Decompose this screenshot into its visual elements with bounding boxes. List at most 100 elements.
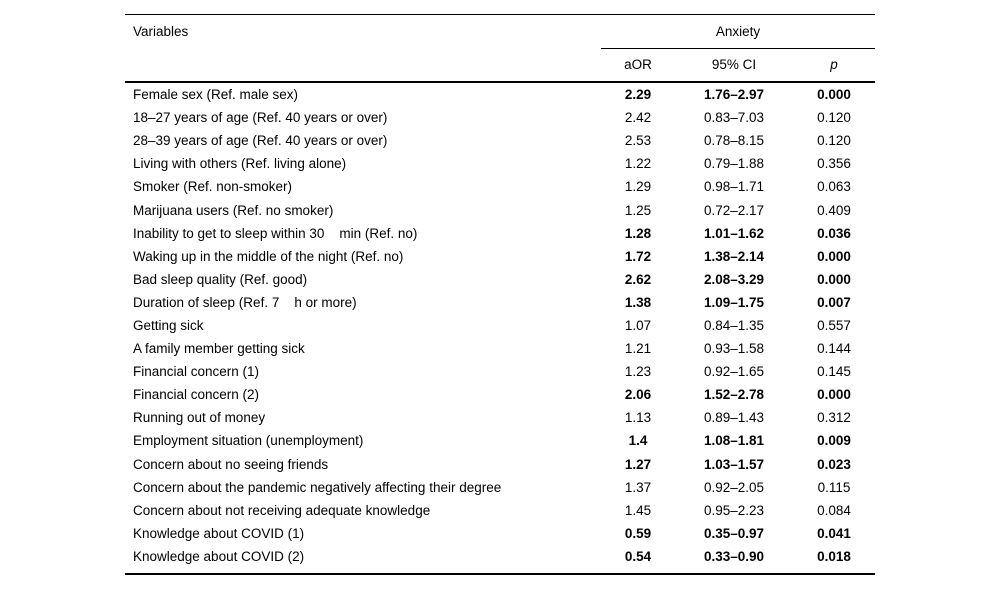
p-value: 0.041 [817, 525, 851, 541]
variable-label: 28–39 years of age (Ref. 40 years or ove… [133, 133, 388, 149]
variable-label: Marijuana users (Ref. no smoker) [133, 202, 334, 218]
ci-value: 0.95–2.23 [703, 502, 765, 518]
ci-value: 0.72–2.17 [703, 202, 765, 218]
variable-label: Concern about not receiving adequate kno… [133, 502, 431, 518]
p-value: 0.312 [817, 410, 851, 426]
aor-value: 2.06 [624, 387, 652, 403]
ci-value: 0.92–2.05 [703, 479, 765, 495]
aor-value: 1.38 [624, 294, 652, 310]
ci-value: 1.03–1.57 [703, 456, 765, 472]
aor-value: 2.62 [624, 271, 652, 287]
ci-value: 0.78–8.15 [703, 133, 765, 149]
table-row: Knowledge about COVID (1) 0.59 0.35–0.97… [125, 522, 875, 545]
p-value: 0.144 [817, 341, 851, 357]
variable-label: Financial concern (1) [133, 364, 260, 380]
table-row: Concern about not receiving adequate kno… [125, 499, 875, 522]
p-value: 0.557 [817, 317, 851, 333]
aor-value: 2.53 [624, 133, 652, 149]
ci-value: 1.01–1.62 [703, 225, 765, 241]
aor-value: 1.13 [624, 410, 652, 426]
p-value: 0.000 [817, 87, 851, 103]
p-value: 0.000 [817, 271, 851, 287]
variable-label: Concern about no seeing friends [133, 456, 329, 472]
ci-value: 0.84–1.35 [703, 317, 765, 333]
table-row: Duration of sleep (Ref. 7 h or more) 1.3… [125, 291, 875, 314]
ci-value: 0.35–0.97 [703, 525, 765, 541]
p-value: 0.063 [817, 179, 851, 195]
variable-label: Employment situation (unemployment) [133, 433, 364, 449]
table-row: Running out of money 1.13 0.89–1.43 0.31… [125, 406, 875, 429]
ci-value: 0.79–1.88 [703, 156, 765, 172]
variable-label: Female sex (Ref. male sex) [133, 87, 299, 103]
aor-value: 0.59 [624, 525, 652, 541]
table-row: Financial concern (2) 2.06 1.52–2.78 0.0… [125, 383, 875, 406]
anxiety-group-header: Anxiety [601, 15, 875, 49]
ci-value: 1.52–2.78 [703, 387, 765, 403]
variable-label: Financial concern (2) [133, 387, 260, 403]
p-value: 0.115 [817, 479, 851, 495]
aor-value: 1.23 [624, 364, 652, 380]
aor-value: 1.27 [624, 456, 652, 472]
variable-label: Bad sleep quality (Ref. good) [133, 271, 308, 287]
ci-value: 0.89–1.43 [703, 410, 765, 426]
p-value: 0.007 [817, 294, 851, 310]
aor-value: 0.54 [624, 548, 652, 564]
table-row: A family member getting sick 1.21 0.93–1… [125, 337, 875, 360]
aor-column-header: aOR [624, 57, 652, 72]
aor-value: 1.4 [628, 433, 648, 449]
table-row: Marijuana users (Ref. no smoker) 1.25 0.… [125, 198, 875, 221]
table-row: 18–27 years of age (Ref. 40 years or ove… [125, 106, 875, 129]
p-value: 0.000 [817, 387, 851, 403]
p-value: 0.023 [817, 456, 851, 472]
ci-value: 2.08–3.29 [703, 271, 765, 287]
aor-value: 2.29 [624, 87, 652, 103]
table-row: Waking up in the middle of the night (Re… [125, 245, 875, 268]
ci-value: 0.93–1.58 [703, 341, 765, 357]
variable-label: Smoker (Ref. non-smoker) [133, 179, 293, 195]
table-row: Getting sick 1.07 0.84–1.35 0.557 [125, 314, 875, 337]
aor-value: 1.21 [624, 341, 652, 357]
variable-label: Running out of money [133, 410, 266, 426]
anxiety-group-label: Anxiety [715, 24, 761, 39]
table-body: Female sex (Ref. male sex) 2.29 1.76–2.9… [125, 83, 875, 573]
ci-value: 1.38–2.14 [703, 248, 765, 264]
variables-column-header: Variables [133, 24, 189, 39]
variable-label: 18–27 years of age (Ref. 40 years or ove… [133, 110, 388, 126]
ci-value: 0.33–0.90 [703, 548, 765, 564]
table-row: Financial concern (1) 1.23 0.92–1.65 0.1… [125, 360, 875, 383]
table-row: Inability to get to sleep within 30 min … [125, 222, 875, 245]
ci-value: 1.08–1.81 [703, 433, 765, 449]
table-subheader-row: aOR 95% CI p [125, 48, 875, 83]
variable-label: Waking up in the middle of the night (Re… [133, 248, 404, 264]
table-row: Bad sleep quality (Ref. good) 2.62 2.08–… [125, 268, 875, 291]
table-row: 28–39 years of age (Ref. 40 years or ove… [125, 129, 875, 152]
variable-label: A family member getting sick [133, 341, 305, 357]
variable-label: Knowledge about COVID (2) [133, 548, 305, 564]
aor-value: 1.25 [624, 202, 652, 218]
variable-label: Knowledge about COVID (1) [133, 525, 305, 541]
subheader-numeric-columns: aOR 95% CI p [601, 57, 875, 72]
p-value: 0.356 [817, 156, 851, 172]
variable-label: Getting sick [133, 317, 204, 333]
ci-value: 0.92–1.65 [703, 364, 765, 380]
ci-value: 0.98–1.71 [703, 179, 765, 195]
aor-value: 1.28 [624, 225, 652, 241]
p-value: 0.036 [817, 225, 851, 241]
table-group-header-row: Variables Anxiety [125, 15, 875, 49]
aor-value: 1.29 [624, 179, 652, 195]
table-row: Knowledge about COVID (2) 0.54 0.33–0.90… [125, 545, 875, 568]
ci-value: 0.83–7.03 [703, 110, 765, 126]
aor-value: 1.45 [624, 502, 652, 518]
p-value: 0.145 [817, 364, 851, 380]
ci-column-header: 95% CI [711, 57, 757, 72]
p-value: 0.018 [817, 548, 851, 564]
table-row: Employment situation (unemployment) 1.4 … [125, 429, 875, 452]
variable-label: Concern about the pandemic negatively af… [133, 479, 502, 495]
variable-label: Living with others (Ref. living alone) [133, 156, 347, 172]
table-row: Concern about no seeing friends 1.27 1.0… [125, 453, 875, 476]
p-value: 0.120 [817, 133, 851, 149]
p-value: 0.084 [817, 502, 851, 518]
aor-value: 1.22 [624, 156, 652, 172]
variable-label: Inability to get to sleep within 30 min … [133, 225, 418, 241]
aor-value: 1.07 [624, 317, 652, 333]
